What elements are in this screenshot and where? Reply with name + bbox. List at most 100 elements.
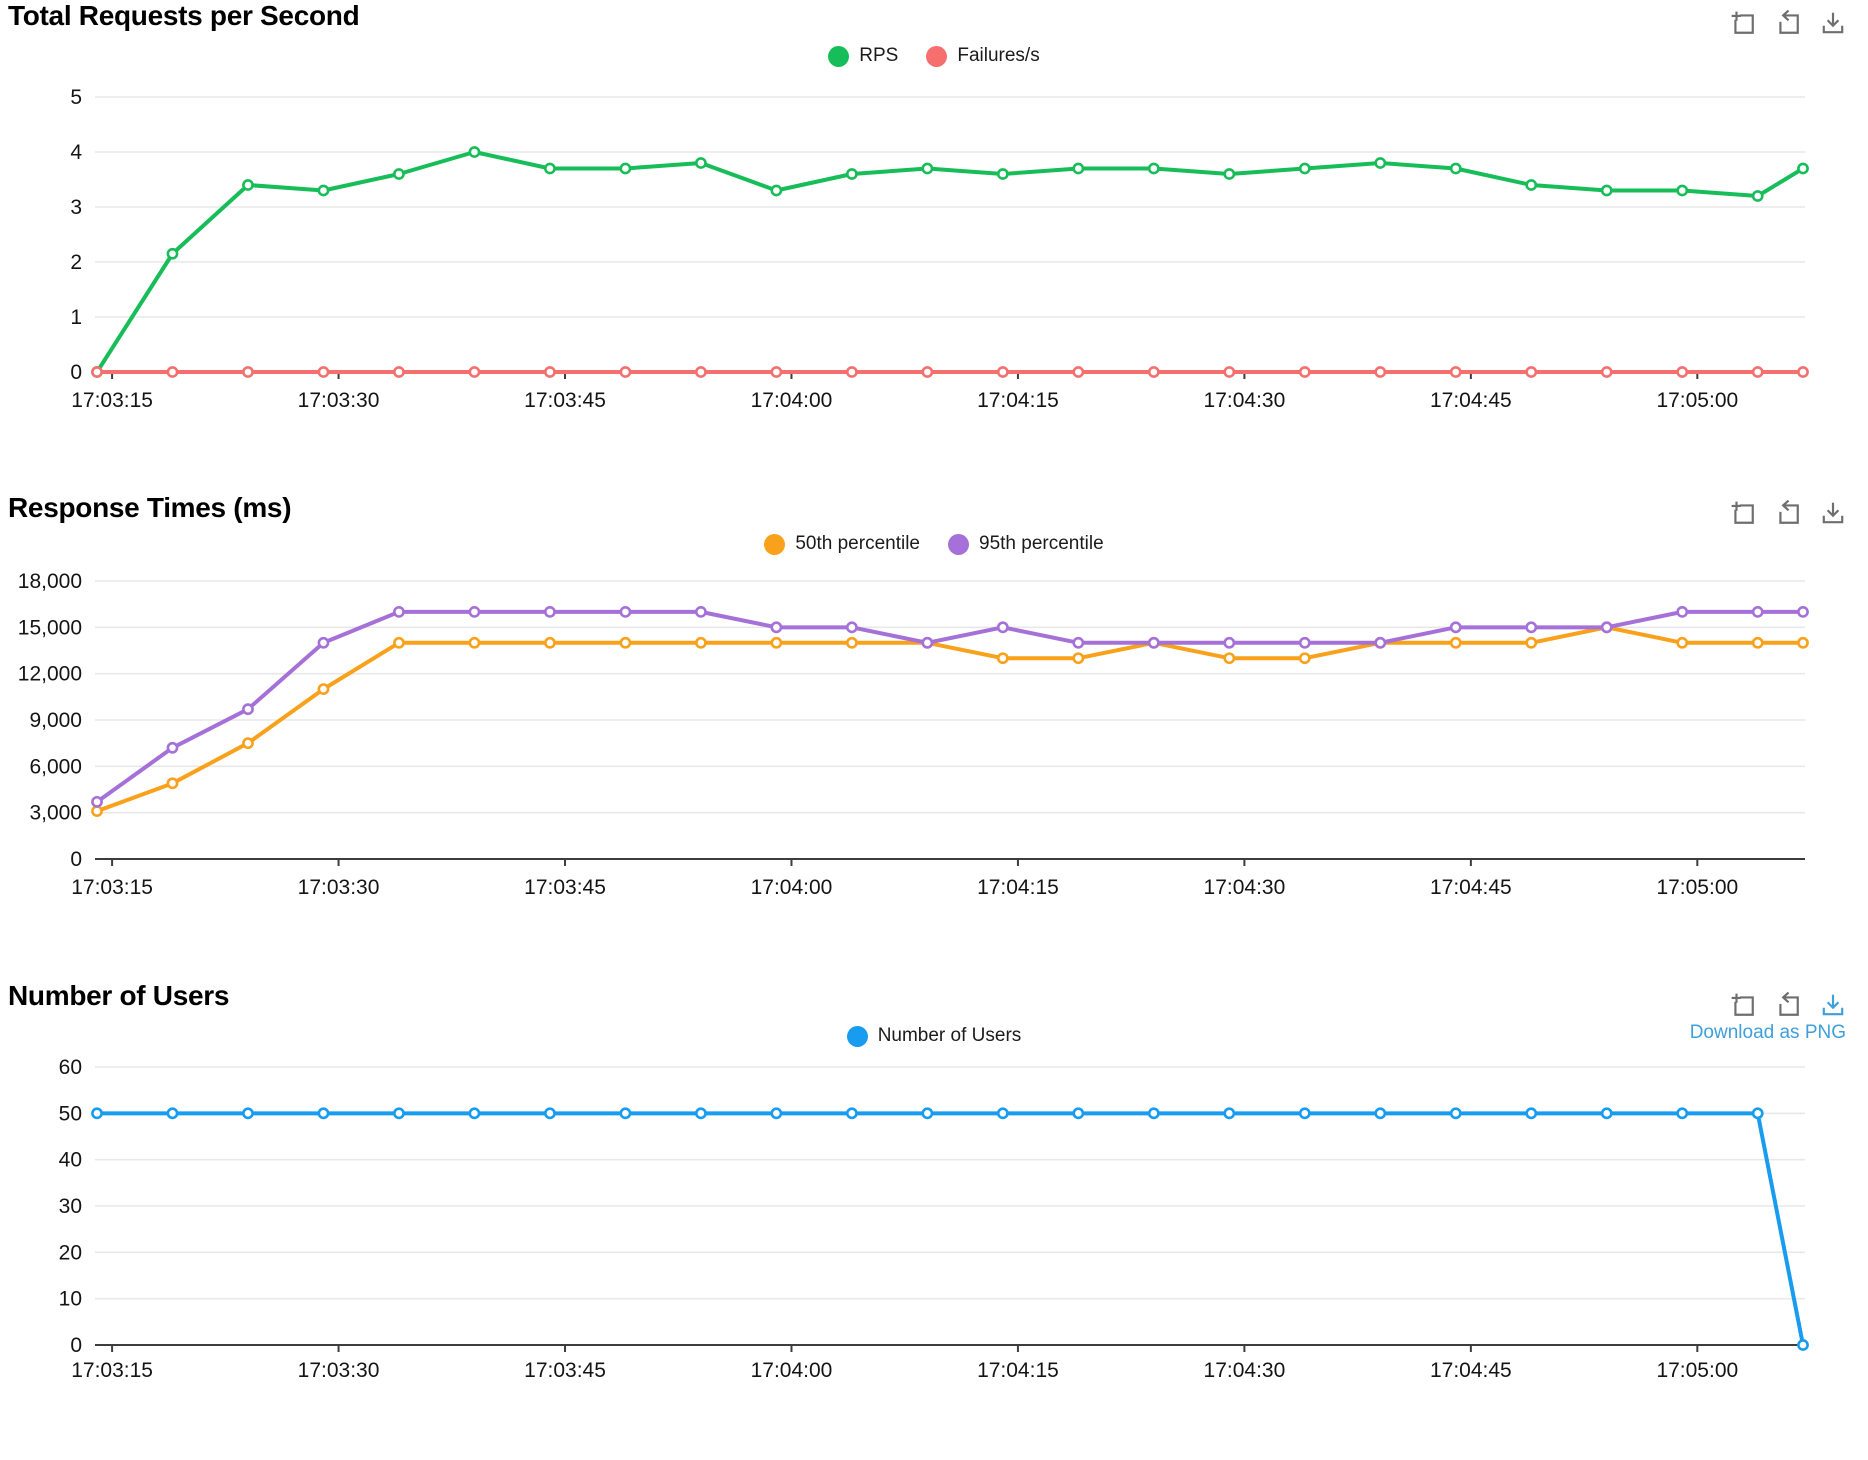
50th-percentile-point[interactable]: [91, 805, 103, 818]
50th-percentile-point[interactable]: [1449, 636, 1462, 649]
failures-s-point[interactable]: [242, 366, 254, 378]
zoom-select-icon[interactable]: [1730, 500, 1756, 526]
95th-percentile-point[interactable]: [694, 605, 707, 618]
rps-point[interactable]: [544, 162, 556, 175]
50th-percentile-point[interactable]: [1298, 652, 1311, 665]
failures-s-point[interactable]: [166, 366, 179, 378]
rps-point[interactable]: [996, 168, 1009, 180]
50th-percentile-point[interactable]: [619, 636, 632, 649]
restore-icon[interactable]: [1775, 500, 1801, 526]
failures-s-point[interactable]: [91, 366, 103, 378]
95th-percentile-point[interactable]: [317, 636, 330, 649]
failures-s-point[interactable]: [1072, 366, 1085, 378]
zoom-select-icon[interactable]: [1730, 10, 1756, 36]
50th-percentile-point[interactable]: [1525, 636, 1538, 649]
50th-percentile-point[interactable]: [544, 636, 556, 649]
95th-percentile-point[interactable]: [544, 605, 556, 618]
number-of-users-point[interactable]: [242, 1107, 254, 1120]
50th-percentile-point[interactable]: [317, 683, 330, 696]
95th-percentile-point[interactable]: [166, 741, 179, 754]
failures-s-point[interactable]: [1374, 366, 1387, 378]
failures-s-point[interactable]: [393, 366, 405, 378]
number-of-users-point[interactable]: [694, 1107, 707, 1120]
50th-percentile-point[interactable]: [1072, 652, 1085, 665]
legend-item-number-of-users[interactable]: Number of Users: [846, 1025, 1021, 1047]
rps-point[interactable]: [921, 162, 934, 175]
rps-point[interactable]: [1600, 184, 1613, 197]
95th-percentile-point[interactable]: [1600, 621, 1613, 634]
50th-percentile-point[interactable]: [393, 636, 405, 649]
rps-point[interactable]: [317, 184, 330, 197]
number-of-users-point[interactable]: [1525, 1107, 1538, 1120]
failures-s-point[interactable]: [1600, 366, 1613, 378]
50th-percentile-point[interactable]: [770, 636, 783, 649]
number-of-users-point[interactable]: [91, 1107, 103, 1120]
50th-percentile-point[interactable]: [468, 636, 481, 649]
failures-s-point[interactable]: [1223, 366, 1236, 378]
50th-percentile-point[interactable]: [166, 777, 179, 790]
failures-s-point[interactable]: [770, 366, 783, 378]
number-of-users-point[interactable]: [468, 1107, 481, 1120]
rps-point[interactable]: [166, 247, 179, 260]
number-of-users-point[interactable]: [1298, 1107, 1311, 1120]
95th-percentile-point[interactable]: [1676, 605, 1689, 618]
number-of-users-point[interactable]: [544, 1107, 556, 1120]
rps-point[interactable]: [694, 157, 707, 169]
rps-point[interactable]: [1147, 162, 1160, 175]
failures-s-point[interactable]: [619, 366, 632, 378]
number-of-users-point[interactable]: [1147, 1107, 1160, 1120]
95th-percentile-point[interactable]: [845, 621, 858, 634]
failures-s-point[interactable]: [1676, 366, 1689, 378]
download-icon[interactable]: [1820, 500, 1846, 526]
number-of-users-point[interactable]: [770, 1107, 783, 1120]
rps-point[interactable]: [770, 184, 783, 197]
failures-s-point[interactable]: [468, 366, 481, 378]
number-of-users-point[interactable]: [393, 1107, 405, 1120]
95th-percentile-point[interactable]: [468, 605, 481, 618]
95th-percentile-point[interactable]: [619, 605, 632, 618]
number-of-users-point[interactable]: [1751, 1107, 1764, 1120]
50th-percentile-point[interactable]: [996, 652, 1009, 665]
95th-percentile-point[interactable]: [393, 605, 405, 618]
number-of-users-point[interactable]: [1223, 1107, 1236, 1120]
failures-s-point[interactable]: [845, 366, 858, 378]
failures-s-point[interactable]: [1449, 366, 1462, 378]
50th-percentile-point[interactable]: [1797, 636, 1809, 649]
failures-s-point[interactable]: [1525, 366, 1538, 378]
number-of-users-point[interactable]: [1449, 1107, 1462, 1120]
95th-percentile-point[interactable]: [996, 621, 1009, 634]
rps-chart-plot-area[interactable]: [95, 85, 1805, 380]
failures-s-point[interactable]: [921, 366, 934, 378]
number-of-users-point[interactable]: [996, 1107, 1009, 1120]
legend-item-50th-percentile[interactable]: 50th percentile: [764, 533, 920, 555]
rps-point[interactable]: [619, 162, 632, 175]
95th-percentile-point[interactable]: [1223, 636, 1236, 649]
95th-percentile-point[interactable]: [1751, 605, 1764, 618]
50th-percentile-point[interactable]: [242, 737, 254, 750]
failures-s-point[interactable]: [996, 366, 1009, 378]
number-of-users-point[interactable]: [1797, 1339, 1809, 1351]
download-as-png-link[interactable]: Download as PNG: [1689, 1022, 1846, 1043]
rps-point[interactable]: [1374, 157, 1387, 169]
95th-percentile-point[interactable]: [1374, 636, 1387, 649]
95th-percentile-point[interactable]: [1797, 605, 1809, 618]
95th-percentile-point[interactable]: [1147, 636, 1160, 649]
95th-percentile-point[interactable]: [1449, 621, 1462, 634]
50th-percentile-point[interactable]: [1223, 652, 1236, 665]
number-of-users-point[interactable]: [166, 1107, 179, 1120]
95th-percentile-point[interactable]: [1072, 636, 1085, 649]
number-of-users-point[interactable]: [921, 1107, 934, 1120]
legend-item-failures-s[interactable]: Failures/s: [926, 45, 1040, 67]
zoom-select-icon[interactable]: [1730, 992, 1756, 1018]
50th-percentile-point[interactable]: [845, 636, 858, 649]
95th-percentile-point[interactable]: [1298, 636, 1311, 649]
50th-percentile-point[interactable]: [1751, 636, 1764, 649]
number-of-users-point[interactable]: [1374, 1107, 1387, 1120]
95th-percentile-point[interactable]: [1525, 621, 1538, 634]
95th-percentile-point[interactable]: [242, 703, 254, 716]
50th-percentile-point[interactable]: [1676, 636, 1689, 649]
rps-point[interactable]: [1797, 162, 1809, 175]
number-of-users-point[interactable]: [845, 1107, 858, 1120]
failures-s-point[interactable]: [1751, 366, 1764, 378]
failures-s-point[interactable]: [694, 366, 707, 378]
